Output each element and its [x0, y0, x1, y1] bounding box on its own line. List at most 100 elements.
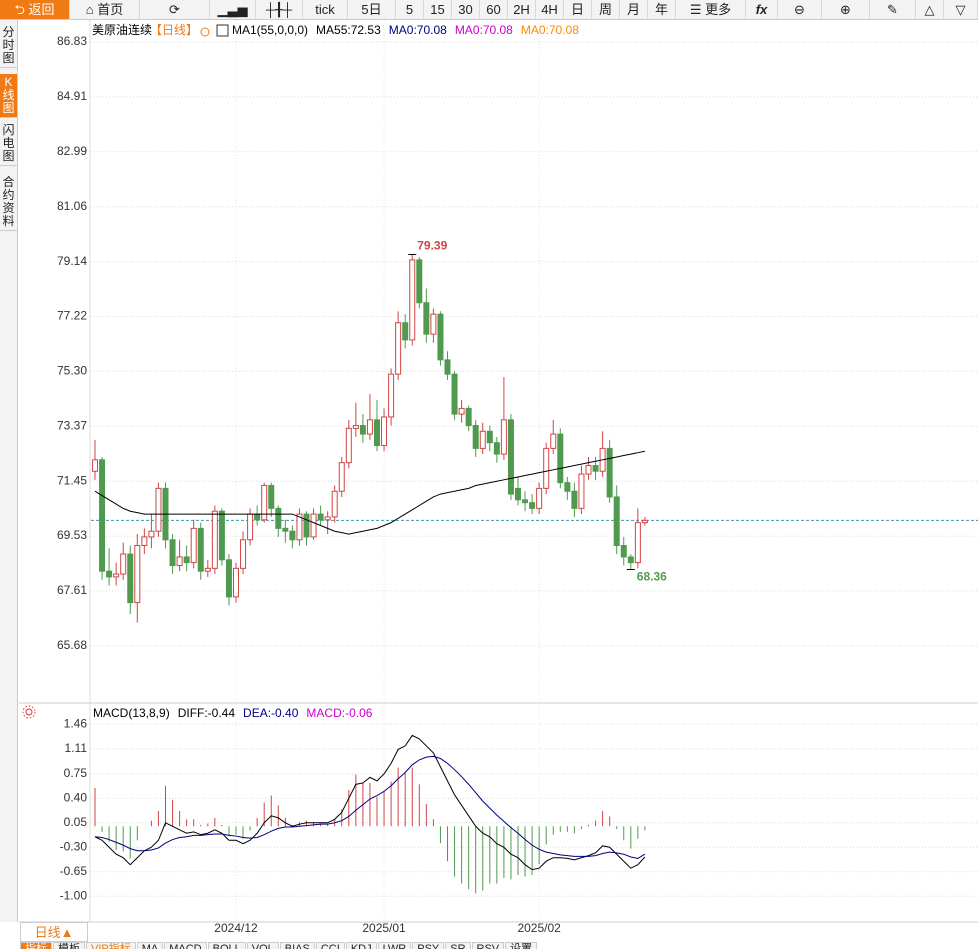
- ma-line: [94, 450, 645, 535]
- candle-body: [409, 259, 416, 341]
- candle-body: [254, 513, 261, 521]
- indicator-tabs: 指标 模板 VIP指标 MA MACD BOLL VOL BIAS CCI KDJ LWR PSY SR…: [20, 942, 538, 949]
- formula-button[interactable]: fx: [746, 0, 778, 19]
- period-button[interactable]: 周: [592, 0, 620, 19]
- indicator-tab[interactable]: 指标: [20, 942, 52, 949]
- period-button[interactable]: 30: [452, 0, 480, 19]
- home-button[interactable]: ⌂ 首页: [70, 0, 140, 19]
- period-button[interactable]: 4H: [536, 0, 564, 19]
- candle-body: [444, 359, 451, 375]
- candle-body: [479, 430, 486, 449]
- indicator-tab[interactable]: RSV: [471, 942, 505, 949]
- indicator-tab[interactable]: PSY: [412, 942, 445, 949]
- back-label: 返回: [28, 2, 55, 17]
- indicator-tab[interactable]: CCI: [315, 942, 345, 949]
- up-button[interactable]: △: [916, 0, 944, 19]
- candle-body: [592, 465, 599, 472]
- zoom-out-button[interactable]: ⊖: [778, 0, 822, 19]
- y-tick-label: 1.46: [64, 716, 88, 730]
- period-button[interactable]: 年: [648, 0, 676, 19]
- candle-body: [324, 516, 331, 521]
- candle-body: [430, 313, 437, 335]
- indicator-icon[interactable]: [216, 24, 229, 37]
- y-tick-label: 84.91: [57, 89, 87, 103]
- y-tick-label: 71.45: [57, 473, 87, 487]
- sidebar-tab[interactable]: 分时图: [0, 24, 17, 68]
- period-button[interactable]: tick: [303, 0, 348, 19]
- settings-icon[interactable]: [200, 27, 210, 37]
- candle-body: [374, 419, 380, 447]
- period-button[interactable]: 2H: [508, 0, 536, 19]
- candle-body: [310, 513, 317, 538]
- sidebar-tab[interactable]: 合约资料: [0, 174, 17, 231]
- candle-body: [190, 527, 197, 564]
- candle-body: [233, 567, 239, 598]
- down-button[interactable]: ▽: [944, 0, 978, 19]
- candle-body: [268, 485, 275, 509]
- candle-body: [606, 447, 613, 498]
- low-label: 68.36: [637, 570, 667, 584]
- candle-body: [571, 490, 578, 509]
- candle-button[interactable]: ┼╂┼: [256, 0, 303, 19]
- candle-body: [317, 513, 324, 521]
- candle-body: [296, 513, 303, 541]
- indicator-tab[interactable]: 设置: [505, 942, 538, 949]
- legend-label: MACD:-0.06: [306, 706, 372, 720]
- chart-type-button[interactable]: ▁▃▅: [210, 0, 256, 19]
- toolbar: ⮌ 返回 ⌂ 首页 ⟳ ▁▃▅ ┼╂┼ tick 5日 5 15 30 60 2H 4H 日周月…: [0, 0, 978, 20]
- candle-body: [388, 373, 395, 418]
- candle-body: [402, 322, 409, 341]
- chart-title: 美原油连续: [92, 22, 152, 37]
- candle-body: [493, 442, 500, 455]
- indicator-tab[interactable]: VOL: [246, 942, 279, 949]
- sidebar-tab[interactable]: 闪电图: [0, 122, 17, 166]
- candle-body: [395, 322, 402, 375]
- back-button[interactable]: ⮌ 返回: [0, 0, 70, 19]
- indicator-tab[interactable]: KDJ: [345, 942, 377, 949]
- more-label: 更多: [705, 2, 732, 17]
- indicator-tab[interactable]: MA: [136, 942, 164, 949]
- candle-body: [106, 570, 113, 578]
- legend-label: MA0:70.08: [521, 23, 579, 37]
- candle-body: [458, 407, 465, 415]
- refresh-button[interactable]: ⟳: [140, 0, 210, 19]
- indicator-tab[interactable]: SR: [445, 942, 471, 949]
- candle-body: [141, 536, 148, 546]
- candle-body: [500, 419, 507, 455]
- indicator-tab[interactable]: VIP指标: [86, 942, 136, 949]
- candle-body: [211, 510, 218, 569]
- y-tick-label: 0.75: [64, 766, 88, 780]
- zoom-in-button[interactable]: ⊕: [822, 0, 870, 19]
- y-tick-label: 79.14: [57, 254, 87, 268]
- period-button[interactable]: 日线▲: [20, 922, 88, 942]
- candle-body: [289, 530, 296, 541]
- period-button[interactable]: 5日: [348, 0, 396, 19]
- period-button[interactable]: 5: [396, 0, 424, 19]
- period-button[interactable]: 15: [424, 0, 452, 19]
- candle-body: [197, 527, 204, 572]
- y-tick-label: 77.22: [57, 309, 87, 323]
- macd-line: [94, 734, 646, 871]
- macd-icon[interactable]: [22, 705, 36, 719]
- draw-button[interactable]: ✎: [870, 0, 916, 19]
- period-button[interactable]: 月: [620, 0, 648, 19]
- more-button[interactable]: ☰ 更多: [676, 0, 746, 19]
- candle-body: [275, 507, 282, 529]
- y-tick-label: 0.05: [64, 815, 88, 829]
- period-button[interactable]: 日: [564, 0, 592, 19]
- sidebar-tab[interactable]: K线图: [0, 74, 17, 118]
- period-button[interactable]: 60: [480, 0, 508, 19]
- indicator-tab[interactable]: MACD: [164, 942, 207, 949]
- indicator-tab[interactable]: BOLL: [207, 942, 246, 949]
- indicator-tab[interactable]: LWR: [377, 942, 412, 949]
- indicator-tab[interactable]: BIAS: [279, 942, 315, 949]
- candle-body: [120, 553, 127, 575]
- candle-body: [465, 407, 472, 427]
- candle-body: [218, 510, 225, 561]
- icon: [22, 705, 36, 719]
- candle-body: [155, 487, 162, 532]
- candle-body: [303, 513, 310, 538]
- indicator-tab[interactable]: 模板: [53, 942, 85, 949]
